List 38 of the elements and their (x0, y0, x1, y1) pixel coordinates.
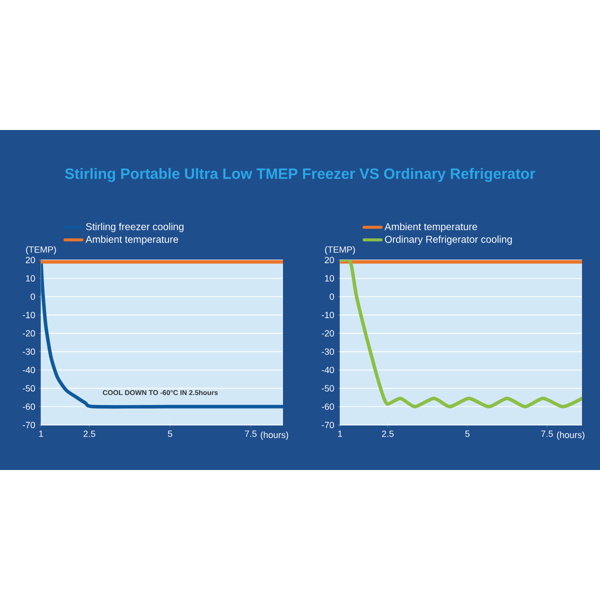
x-tick-label: 5 (168, 430, 172, 437)
y-tick-label: -20 (22, 330, 36, 337)
y-tick-label: 0 (330, 293, 334, 300)
legend-label: Ambient temperature (384, 222, 478, 232)
y-tick-label: -10 (322, 312, 334, 318)
x-tick-label: 7.5 (541, 430, 553, 437)
legend-label: Stirling freezer cooling (86, 222, 184, 232)
y-tick-label: -70 (322, 422, 334, 428)
x-tick-label: 1 (39, 430, 44, 437)
y-tick-label: -60 (22, 403, 36, 410)
y-tick-label: 10 (26, 275, 36, 282)
x-tick-label: 2.5 (84, 430, 96, 437)
y-tick-label: 20 (26, 256, 36, 264)
y-tick-label: -50 (22, 385, 36, 392)
x-tick-label: 1 (338, 430, 342, 437)
y-axis-title: (TEMP) (325, 246, 355, 254)
x-axis-title: (hours) (557, 432, 584, 440)
y-tick-label: 10 (325, 275, 334, 282)
y-tick-label: 20 (324, 256, 334, 264)
y-tick-label: -30 (22, 348, 36, 355)
x-tick-label: 2.5 (382, 430, 394, 437)
y-axis-title: (TEMP) (26, 246, 56, 254)
y-tick-label: -50 (322, 385, 334, 392)
y-tick-label: -40 (322, 366, 334, 374)
y-tick-label: -70 (22, 422, 36, 428)
chart-title: Stirling Portable Ultra Low TMEP Freezer VS Ordinary Refrigerator (65, 168, 536, 182)
y-tick-label: -20 (322, 330, 334, 337)
x-tick-label: 5 (465, 430, 470, 437)
x-axis-title: (hours) (260, 432, 288, 440)
legend-label: Ordinary Refrigerator cooling (385, 236, 512, 245)
y-tick-label: -30 (322, 348, 334, 355)
y-tick-label: -60 (322, 403, 334, 410)
y-tick-label: -40 (22, 366, 36, 374)
y-tick-label: -10 (22, 312, 36, 318)
x-tick-label: 7.5 (244, 430, 257, 437)
legend-label: Ambient temperature (86, 236, 178, 245)
line-series (340, 260, 582, 408)
y-tick-label: 0 (30, 293, 36, 300)
